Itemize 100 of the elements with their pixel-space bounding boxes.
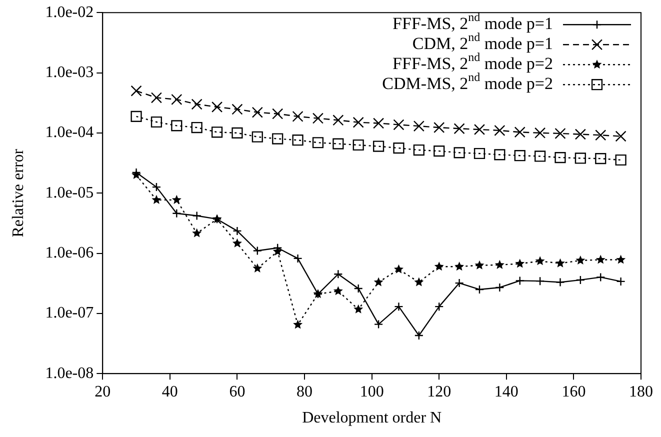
point <box>434 262 444 271</box>
point <box>232 127 243 138</box>
point <box>555 258 565 268</box>
point <box>414 277 424 286</box>
point <box>576 275 586 285</box>
point <box>171 94 182 106</box>
point <box>352 116 364 128</box>
x-tick-label: 20 <box>94 383 111 400</box>
point <box>152 182 162 192</box>
point <box>192 211 202 220</box>
point <box>534 150 546 162</box>
point <box>576 255 586 264</box>
point <box>535 256 545 266</box>
point <box>454 147 465 158</box>
point <box>292 134 304 146</box>
point <box>192 228 202 238</box>
y-tick-label: 1.0e-08 <box>45 364 94 382</box>
point <box>494 260 504 269</box>
point <box>191 122 202 134</box>
point <box>171 120 182 132</box>
point <box>211 126 223 138</box>
point <box>474 284 484 294</box>
x-tick-label: 80 <box>296 383 313 400</box>
point <box>293 254 302 264</box>
y-tick-label: 1.0e-03 <box>45 64 94 81</box>
point <box>454 278 464 288</box>
point <box>232 226 242 236</box>
point <box>152 194 162 204</box>
point <box>130 110 142 122</box>
point <box>252 131 263 142</box>
point <box>312 112 324 124</box>
point <box>172 208 182 218</box>
x-tick-label: 60 <box>229 383 246 400</box>
point <box>454 262 464 271</box>
point <box>474 124 486 136</box>
point <box>191 98 202 110</box>
point <box>354 284 363 294</box>
point <box>130 85 142 96</box>
point <box>232 238 242 248</box>
y-axis-title: Relative error <box>10 148 27 238</box>
point <box>333 286 343 296</box>
point <box>515 276 524 286</box>
point <box>374 277 384 286</box>
x-tick-label: 180 <box>629 383 653 400</box>
point <box>393 142 404 154</box>
point <box>554 128 566 140</box>
y-tick-label: 1.0e-06 <box>45 244 94 262</box>
point <box>514 150 526 162</box>
point <box>272 133 284 144</box>
point <box>474 148 486 160</box>
point <box>150 92 162 104</box>
point <box>534 127 546 138</box>
point <box>372 140 384 152</box>
point <box>272 108 284 120</box>
point <box>312 137 324 148</box>
point <box>515 258 525 268</box>
point <box>293 320 303 329</box>
y-tick-label: 1.0e-02 <box>45 4 94 21</box>
point <box>434 145 445 157</box>
x-tick-label: 160 <box>562 383 586 400</box>
point <box>554 152 566 164</box>
point <box>615 154 626 166</box>
x-axis-title: Development order N <box>302 410 442 427</box>
point <box>616 276 626 286</box>
point <box>211 101 223 113</box>
point <box>514 126 526 138</box>
point <box>414 330 424 340</box>
point <box>434 122 445 134</box>
point <box>595 130 606 141</box>
point <box>595 153 606 164</box>
point <box>413 120 424 132</box>
point <box>252 246 262 256</box>
point <box>454 123 465 134</box>
point <box>232 104 243 115</box>
point <box>354 304 364 314</box>
point <box>252 106 263 118</box>
x-tick-label: 120 <box>427 383 452 400</box>
point <box>574 152 586 164</box>
point <box>394 264 404 274</box>
point <box>332 114 344 126</box>
point <box>172 194 182 204</box>
point <box>616 254 626 264</box>
point <box>494 124 506 136</box>
point <box>474 260 484 270</box>
point <box>394 302 404 312</box>
point <box>596 272 606 282</box>
point <box>292 110 304 122</box>
x-tick-label: 100 <box>360 383 384 400</box>
point <box>252 263 262 272</box>
point <box>393 119 404 130</box>
point <box>495 282 504 292</box>
x-tick-label: 140 <box>494 383 518 400</box>
point <box>596 254 606 264</box>
point <box>334 270 343 279</box>
point <box>374 320 384 329</box>
point <box>556 278 565 287</box>
y-tick-label: 1.0e-05 <box>45 184 94 202</box>
point <box>615 130 626 142</box>
point <box>434 302 444 312</box>
point <box>372 118 384 129</box>
